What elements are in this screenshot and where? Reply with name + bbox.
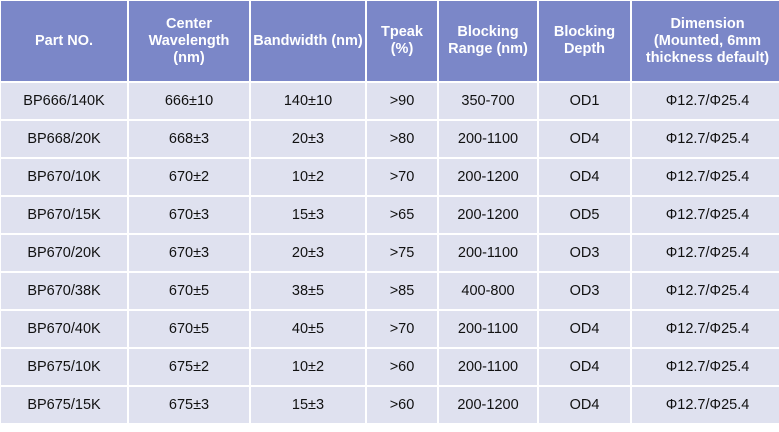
cell-blocking-depth: OD4 <box>539 121 630 157</box>
cell-blocking-depth: OD1 <box>539 83 630 119</box>
cell-center-wavelength: 670±2 <box>129 159 249 195</box>
cell-dimension: Φ12.7/Φ25.4 <box>632 235 779 271</box>
cell-dimension: Φ12.7/Φ25.4 <box>632 121 779 157</box>
header-bandwidth: Bandwidth (nm) <box>251 1 365 81</box>
cell-blocking-range: 200-1100 <box>439 311 537 347</box>
cell-center-wavelength: 670±5 <box>129 273 249 309</box>
header-center-wavelength: Center Wavelength (nm) <box>129 1 249 81</box>
cell-part-no: BP675/10K <box>1 349 127 385</box>
cell-dimension: Φ12.7/Φ25.4 <box>632 83 779 119</box>
cell-dimension: Φ12.7/Φ25.4 <box>632 349 779 385</box>
cell-blocking-range: 200-1100 <box>439 121 537 157</box>
cell-center-wavelength: 670±5 <box>129 311 249 347</box>
cell-part-no: BP666/140K <box>1 83 127 119</box>
cell-bandwidth: 20±3 <box>251 235 365 271</box>
cell-center-wavelength: 668±3 <box>129 121 249 157</box>
cell-blocking-range: 200-1200 <box>439 197 537 233</box>
cell-center-wavelength: 670±3 <box>129 235 249 271</box>
cell-bandwidth: 140±10 <box>251 83 365 119</box>
cell-tpeak: >90 <box>367 83 437 119</box>
cell-part-no: BP670/15K <box>1 197 127 233</box>
cell-dimension: Φ12.7/Φ25.4 <box>632 387 779 423</box>
table-row: BP670/40K 670±5 40±5 >70 200-1100 OD4 Φ12.7/Φ2… <box>1 311 779 347</box>
header-blocking-depth: Blocking Depth <box>539 1 630 81</box>
cell-bandwidth: 15±3 <box>251 197 365 233</box>
cell-blocking-range: 350-700 <box>439 83 537 119</box>
cell-center-wavelength: 670±3 <box>129 197 249 233</box>
cell-tpeak: >80 <box>367 121 437 157</box>
cell-blocking-depth: OD5 <box>539 197 630 233</box>
cell-part-no: BP670/10K <box>1 159 127 195</box>
table-row: BP675/10K 675±2 10±2 >60 200-1100 OD4 Φ12.7/Φ2… <box>1 349 779 385</box>
header-row: Part NO. Center Wavelength (nm) Bandwidth … <box>1 1 779 81</box>
header-tpeak: Tpeak (%) <box>367 1 437 81</box>
cell-part-no: BP670/20K <box>1 235 127 271</box>
cell-tpeak: >70 <box>367 311 437 347</box>
cell-blocking-depth: OD4 <box>539 387 630 423</box>
cell-bandwidth: 40±5 <box>251 311 365 347</box>
cell-center-wavelength: 675±3 <box>129 387 249 423</box>
header-blocking-range: Blocking Range (nm) <box>439 1 537 81</box>
cell-part-no: BP675/15K <box>1 387 127 423</box>
cell-blocking-range: 200-1200 <box>439 387 537 423</box>
cell-bandwidth: 20±3 <box>251 121 365 157</box>
cell-blocking-depth: OD3 <box>539 273 630 309</box>
cell-blocking-depth: OD4 <box>539 159 630 195</box>
table-row: BP670/20K 670±3 20±3 >75 200-1100 OD3 Φ12.7/Φ2… <box>1 235 779 271</box>
table-row: BP670/38K 670±5 38±5 >85 400-800 OD3 Φ12.7/Φ25… <box>1 273 779 309</box>
table-row: BP670/10K 670±2 10±2 >70 200-1200 OD4 Φ12.7/Φ2… <box>1 159 779 195</box>
cell-bandwidth: 10±2 <box>251 349 365 385</box>
cell-part-no: BP670/38K <box>1 273 127 309</box>
cell-dimension: Φ12.7/Φ25.4 <box>632 273 779 309</box>
cell-tpeak: >65 <box>367 197 437 233</box>
header-dimension: Dimension (Mounted, 6mm thickness defaul… <box>632 1 779 81</box>
cell-tpeak: >60 <box>367 387 437 423</box>
cell-blocking-range: 200-1100 <box>439 349 537 385</box>
table-row: BP666/140K 666±10 140±10 >90 350-700 OD1 Φ12.7… <box>1 83 779 119</box>
cell-part-no: BP668/20K <box>1 121 127 157</box>
cell-center-wavelength: 666±10 <box>129 83 249 119</box>
cell-tpeak: >75 <box>367 235 437 271</box>
cell-blocking-range: 200-1200 <box>439 159 537 195</box>
cell-tpeak: >85 <box>367 273 437 309</box>
cell-blocking-depth: OD3 <box>539 235 630 271</box>
table-row: BP675/15K 675±3 15±3 >60 200-1200 OD4 Φ12.7/Φ2… <box>1 387 779 423</box>
cell-blocking-depth: OD4 <box>539 349 630 385</box>
cell-part-no: BP670/40K <box>1 311 127 347</box>
header-part-no: Part NO. <box>1 1 127 81</box>
cell-bandwidth: 38±5 <box>251 273 365 309</box>
cell-bandwidth: 10±2 <box>251 159 365 195</box>
cell-dimension: Φ12.7/Φ25.4 <box>632 159 779 195</box>
table-row: BP668/20K 668±3 20±3 >80 200-1100 OD4 Φ12.7/Φ2… <box>1 121 779 157</box>
cell-dimension: Φ12.7/Φ25.4 <box>632 197 779 233</box>
cell-blocking-depth: OD4 <box>539 311 630 347</box>
cell-center-wavelength: 675±2 <box>129 349 249 385</box>
cell-bandwidth: 15±3 <box>251 387 365 423</box>
cell-blocking-range: 400-800 <box>439 273 537 309</box>
table-row: BP670/15K 670±3 15±3 >65 200-1200 OD5 Φ12.7/Φ2… <box>1 197 779 233</box>
cell-tpeak: >60 <box>367 349 437 385</box>
cell-tpeak: >70 <box>367 159 437 195</box>
cell-blocking-range: 200-1100 <box>439 235 537 271</box>
cell-dimension: Φ12.7/Φ25.4 <box>632 311 779 347</box>
